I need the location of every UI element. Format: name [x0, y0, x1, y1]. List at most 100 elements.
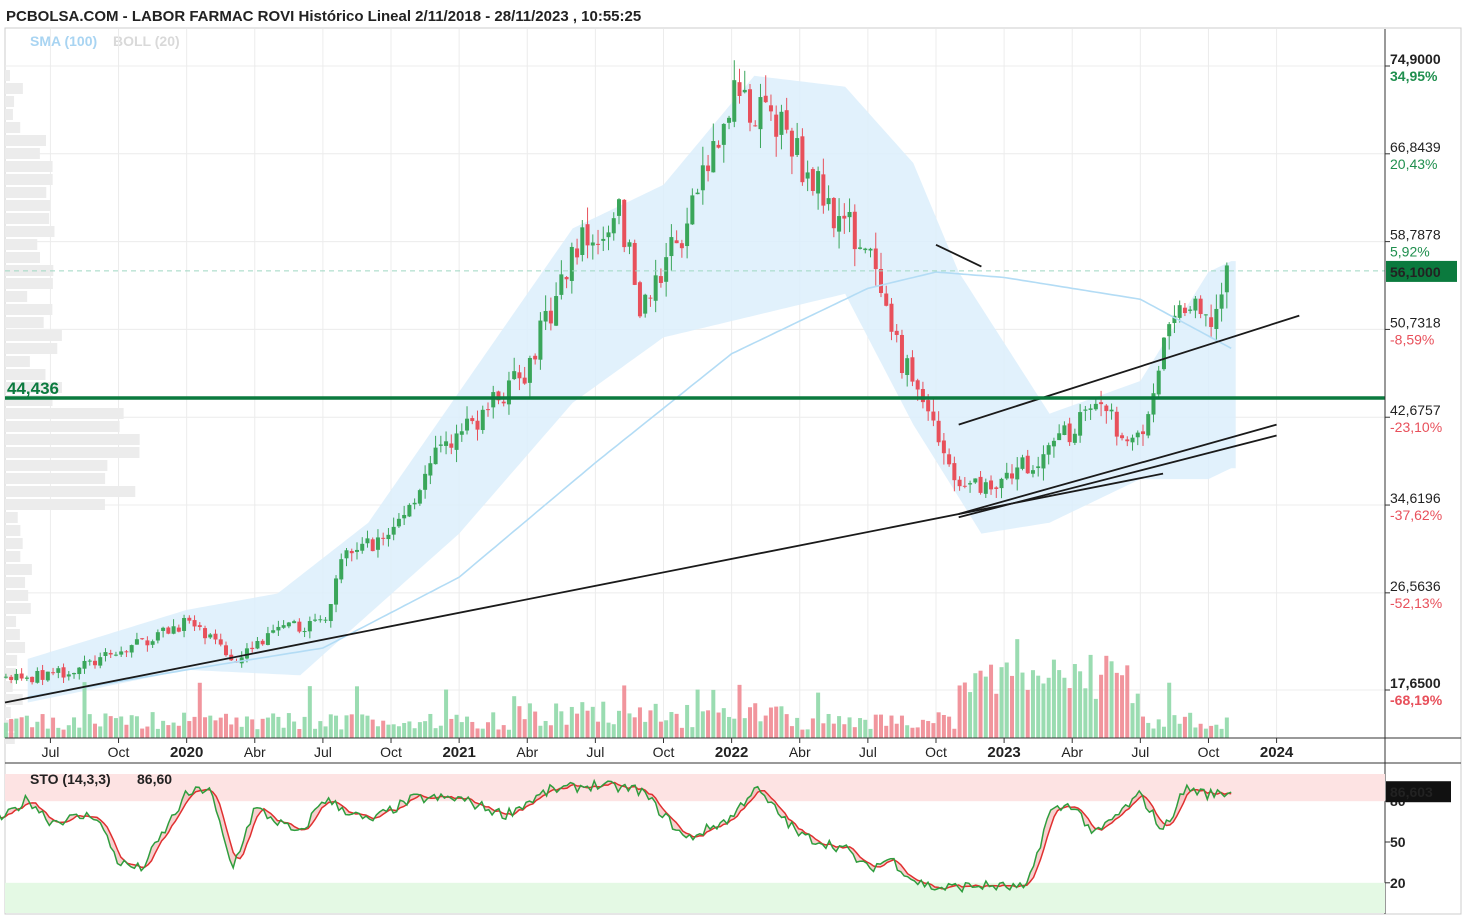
- candle-body: [1083, 409, 1088, 411]
- volume-bar: [265, 717, 270, 738]
- candle-body: [323, 619, 328, 621]
- volume-bar: [1062, 677, 1067, 738]
- volume-bar: [239, 726, 244, 738]
- candle-body: [1009, 473, 1014, 479]
- volume-profile-bar: [5, 96, 15, 107]
- candle-body: [386, 534, 391, 540]
- volume-bar: [1193, 727, 1198, 738]
- candle-body: [501, 401, 506, 404]
- candle-body: [166, 627, 171, 634]
- legend-boll: BOLL (20): [113, 33, 180, 49]
- candle-body: [45, 671, 50, 681]
- volume-bar: [941, 715, 946, 738]
- volume-bar: [381, 720, 386, 738]
- y-tick-pct: -23,10%: [1390, 419, 1442, 435]
- candle-body: [580, 227, 585, 255]
- candle-body: [1151, 393, 1156, 415]
- current-price-badge: [1386, 260, 1457, 282]
- candle-body: [297, 621, 302, 632]
- volume-bar: [878, 714, 883, 738]
- candle-body: [905, 358, 910, 376]
- volume-bar: [1120, 675, 1125, 738]
- volume-bar: [622, 685, 627, 738]
- volume-bar: [171, 722, 176, 738]
- x-month-label: Jul: [586, 744, 604, 760]
- x-year-label: 2020: [170, 744, 203, 761]
- candle-body: [1078, 412, 1083, 436]
- volume-bar: [700, 711, 705, 738]
- candle-body: [590, 242, 595, 246]
- volume-bar: [129, 715, 134, 738]
- volume-bar: [999, 667, 1004, 738]
- x-month-label: Oct: [108, 744, 130, 760]
- volume-bar: [260, 718, 265, 738]
- candle-body: [1172, 315, 1177, 324]
- volume-bar: [24, 715, 29, 738]
- volume-bar: [1140, 716, 1145, 738]
- volume-bar: [302, 716, 307, 738]
- candle-body: [732, 80, 737, 122]
- volume-profile-bar: [5, 291, 28, 302]
- volume-bar: [674, 713, 679, 738]
- x-month-label: Jul: [41, 744, 59, 760]
- volume-bar: [1109, 661, 1114, 738]
- candle-body: [685, 223, 690, 247]
- candle-body: [24, 677, 29, 679]
- volume-bar: [894, 723, 899, 738]
- volume-bar: [1051, 659, 1056, 738]
- y-tick-pct: -37,62%: [1390, 507, 1442, 523]
- candle-body: [716, 144, 721, 148]
- volume-bar: [250, 719, 255, 738]
- candle-body: [527, 357, 532, 383]
- candle-body: [842, 215, 847, 219]
- sto-fill: [0, 780, 1232, 892]
- candle-body: [428, 463, 433, 476]
- volume-bar: [763, 715, 768, 738]
- candle-body: [569, 246, 574, 281]
- stochastic-panel: 80502086,603: [0, 774, 1451, 913]
- candle-body: [989, 480, 994, 490]
- volume-bar: [1167, 682, 1172, 738]
- volume-bar: [176, 725, 181, 738]
- candle-body: [417, 490, 422, 504]
- volume-bar: [826, 713, 831, 738]
- y-tick-price: 42,6757: [1390, 402, 1441, 418]
- candle-body: [506, 380, 511, 405]
- volume-bar: [543, 720, 548, 738]
- candle-body: [894, 330, 899, 335]
- candle-body: [140, 638, 145, 640]
- candle-body: [1057, 433, 1062, 441]
- volume-bar: [155, 728, 160, 738]
- volume-bar: [108, 716, 113, 738]
- volume-bar: [470, 721, 475, 738]
- volume-bar: [1177, 723, 1182, 738]
- support-line-label: 44,436: [7, 379, 59, 398]
- candle-body: [941, 440, 946, 454]
- candle-body: [826, 198, 831, 205]
- volume-profile-bar: [5, 278, 53, 289]
- volume-bar: [187, 721, 192, 738]
- volume-bar: [716, 712, 721, 738]
- volume-bar: [1025, 689, 1030, 738]
- volume-profile-bar: [5, 213, 50, 224]
- volume-bar: [831, 723, 836, 738]
- y-tick-pct: 20,43%: [1390, 156, 1437, 172]
- volume-bar: [931, 723, 936, 738]
- volume-bar: [805, 729, 810, 738]
- volume-profile-bar: [5, 668, 16, 679]
- candle-body: [533, 355, 538, 360]
- volume-bar: [1083, 688, 1088, 738]
- y-tick-price: 26,5636: [1390, 578, 1441, 594]
- candle-body: [1062, 425, 1067, 435]
- candle-body: [1214, 308, 1219, 330]
- volume-bar: [664, 720, 669, 738]
- volume-bar: [1172, 715, 1177, 738]
- volume-bar: [852, 727, 857, 738]
- volume-bar: [391, 724, 396, 738]
- x-year-label: 2024: [1260, 744, 1294, 761]
- sto-overbought-zone: [5, 774, 1385, 802]
- volume-bar: [1203, 728, 1208, 738]
- volume-bar: [103, 713, 108, 738]
- chart-title: PCBOLSA.COM - LABOR FARMAC ROVI Históric…: [6, 8, 641, 25]
- volume-bar: [1182, 716, 1187, 738]
